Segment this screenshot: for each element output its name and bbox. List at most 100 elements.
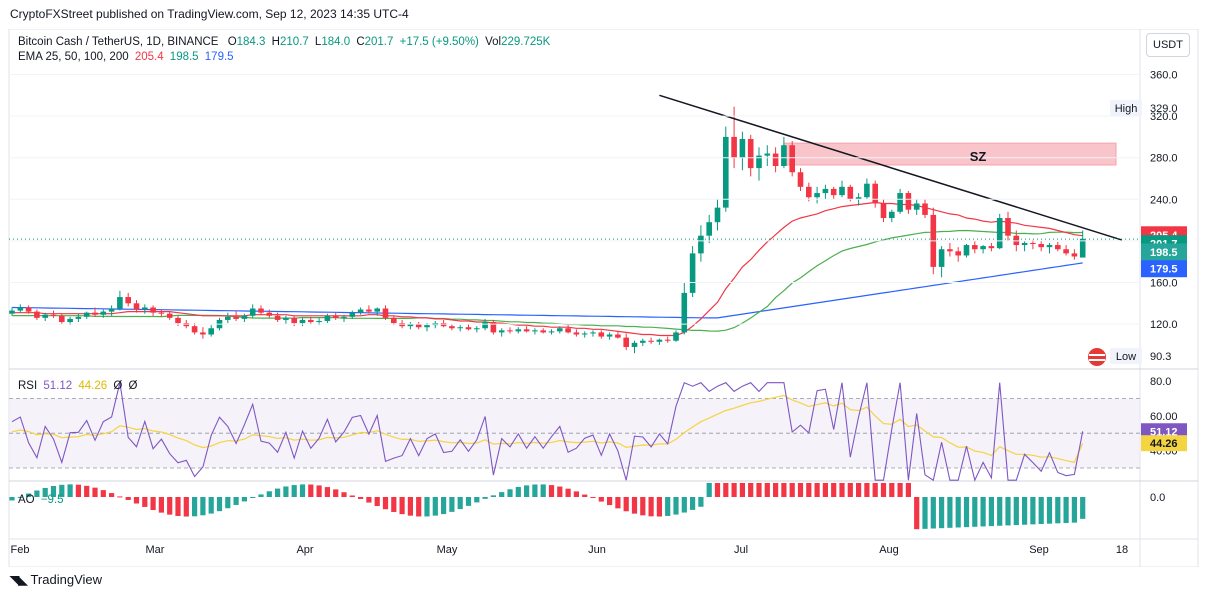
candle-body[interactable] [175, 317, 181, 324]
ao-bar[interactable] [291, 485, 297, 497]
ao-bar[interactable] [225, 497, 231, 509]
candle-body[interactable] [515, 329, 522, 332]
ao-bar[interactable] [349, 495, 355, 497]
ao-bar[interactable] [631, 497, 638, 514]
ao-bar[interactable] [648, 497, 654, 517]
ao-bar[interactable] [748, 483, 754, 497]
candle-body[interactable] [540, 330, 546, 333]
ao-bar[interactable] [897, 483, 903, 497]
ao-bar[interactable] [133, 497, 140, 504]
candle-body[interactable] [681, 292, 688, 333]
candle-body[interactable] [814, 193, 820, 198]
ao-bar[interactable] [125, 497, 131, 500]
candle-body[interactable] [241, 315, 248, 319]
candle-body[interactable] [847, 186, 854, 200]
ao-bar[interactable] [34, 490, 40, 497]
ao-bar[interactable] [972, 497, 978, 527]
candle-body[interactable] [789, 145, 795, 173]
ao-bar[interactable] [84, 485, 90, 497]
ao-bar[interactable] [100, 490, 106, 497]
ao-bar[interactable] [233, 497, 239, 505]
ao-bar[interactable] [706, 483, 712, 497]
candle-body[interactable] [457, 327, 463, 329]
candle-body[interactable] [382, 308, 389, 318]
ao-bar[interactable] [756, 483, 762, 497]
candle-body[interactable] [913, 203, 920, 210]
candle-body[interactable] [83, 312, 90, 317]
candle-body[interactable] [880, 203, 887, 219]
candle-body[interactable] [606, 334, 613, 337]
ao-bar[interactable] [1005, 497, 1011, 526]
ao-bar[interactable] [241, 497, 247, 502]
candle-body[interactable] [1038, 244, 1044, 248]
ao-bar[interactable] [988, 497, 994, 527]
candle-body[interactable] [905, 193, 912, 210]
candle-body[interactable] [830, 188, 837, 196]
candle-body[interactable] [100, 311, 107, 315]
ao-bar[interactable] [731, 483, 737, 497]
ao-bar[interactable] [499, 492, 505, 497]
candle-body[interactable] [640, 340, 646, 343]
candle-body[interactable] [225, 316, 231, 320]
ao-bar[interactable] [814, 483, 820, 497]
candle-body[interactable] [557, 328, 563, 332]
ao-bar[interactable] [980, 497, 986, 527]
ao-bar[interactable] [507, 489, 513, 497]
ao-bar[interactable] [847, 483, 853, 497]
ao-bar[interactable] [399, 497, 405, 515]
candle-body[interactable] [9, 310, 15, 314]
candle-body[interactable] [996, 218, 1003, 249]
candle-body[interactable] [407, 324, 414, 327]
ao-bar[interactable] [1055, 497, 1061, 524]
candle-body[interactable] [731, 136, 737, 158]
candle-body[interactable] [67, 318, 73, 323]
ao-bar[interactable] [557, 486, 563, 497]
candle-body[interactable] [308, 319, 314, 323]
ao-bar[interactable] [1038, 497, 1044, 525]
ao-bar[interactable] [167, 497, 173, 515]
candle-body[interactable] [980, 246, 986, 250]
candle-body[interactable] [963, 245, 970, 256]
candle-body[interactable] [864, 183, 870, 198]
ao-bar[interactable] [341, 492, 347, 497]
candle-body[interactable] [532, 330, 538, 332]
ao-bar[interactable] [158, 497, 164, 513]
ao-bar[interactable] [831, 483, 837, 497]
ao-bar[interactable] [822, 483, 828, 497]
ao-bar[interactable] [75, 484, 81, 497]
currency-button[interactable]: USDT [1146, 33, 1190, 57]
chart-frame[interactable]: 360.0320.0280.0240.0200.0160.0120.0205.4… [0, 29, 1207, 567]
ao-bar[interactable] [806, 483, 812, 497]
ao-bar[interactable] [540, 484, 546, 497]
ao-bar[interactable] [864, 483, 870, 497]
ao-bar[interactable] [997, 497, 1003, 526]
ao-bar[interactable] [947, 497, 953, 528]
candle-body[interactable] [399, 323, 405, 327]
ao-bar[interactable] [216, 497, 223, 512]
candle-body[interactable] [664, 339, 671, 341]
ao-bar[interactable] [797, 483, 804, 497]
candle-body[interactable] [1013, 235, 1020, 246]
ao-bar[interactable] [532, 484, 538, 497]
ao-bar[interactable] [200, 497, 206, 516]
candle-body[interactable] [565, 328, 571, 333]
candle-body[interactable] [648, 340, 654, 342]
candle-body[interactable] [988, 246, 995, 249]
price-pane[interactable] [9, 94, 1140, 354]
ao-bar[interactable] [59, 484, 65, 497]
ao-bar[interactable] [714, 483, 721, 497]
ao-bar[interactable] [482, 497, 488, 499]
candle-body[interactable] [1055, 245, 1061, 250]
ao-bar[interactable] [9, 497, 15, 501]
ao-bar[interactable] [183, 497, 189, 517]
ao-bar[interactable] [407, 497, 413, 516]
candle-body[interactable] [316, 320, 322, 323]
ao-bar[interactable] [723, 483, 729, 497]
candle-body[interactable] [615, 334, 621, 338]
candle-body[interactable] [1021, 242, 1028, 246]
candle-body[interactable] [324, 315, 331, 321]
ao-bar[interactable] [963, 497, 970, 528]
candle-body[interactable] [490, 322, 497, 333]
candle-body[interactable] [341, 316, 347, 318]
candle-body[interactable] [258, 308, 264, 313]
